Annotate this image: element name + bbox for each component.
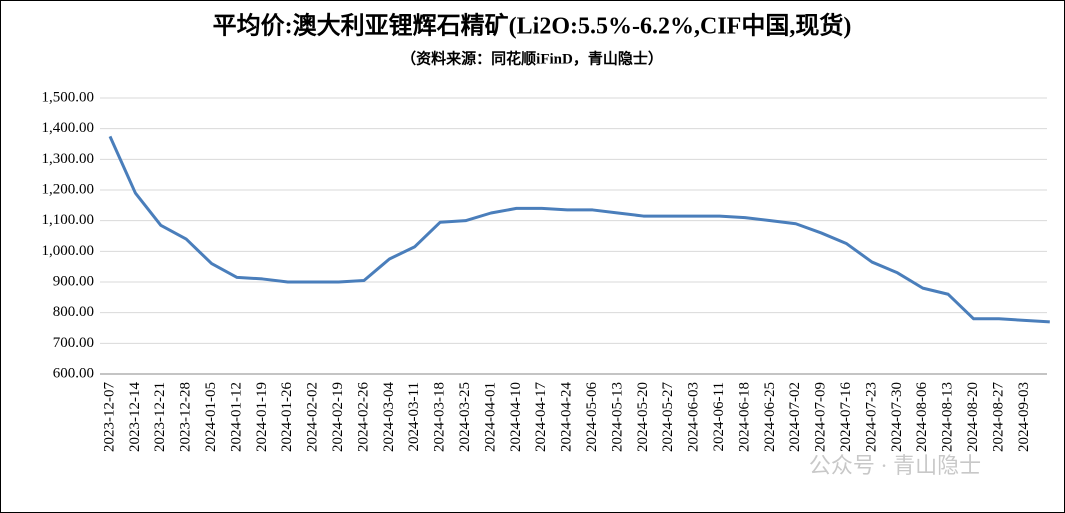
x-tick-label: 2024-01-26 [279,382,295,452]
y-tick-label: 1,100.00 [42,212,95,228]
x-tick-label: 2024-05-13 [609,382,625,452]
line [108,135,1050,324]
x-tick-label: 2024-06-03 [686,382,702,452]
y-tick-label: 600.00 [53,365,94,381]
y-tick-label: 1,400.00 [42,120,95,136]
x-tick-label: 2023-12-28 [178,382,194,452]
x-tick-label: 2024-06-11 [711,382,727,451]
x-tick-label: 2024-02-02 [305,382,321,452]
x-tick-label: 2024-02-26 [355,382,371,452]
x-tick-label: 2024-07-23 [863,382,879,452]
x-tick-label: 2024-03-11 [406,382,422,451]
x-tick-label: 2024-08-13 [940,382,956,452]
y-tick-label: 1,300.00 [42,151,95,167]
x-tick-label: 2024-08-06 [914,382,930,452]
watermark: 公众号 · 青山隐士 [809,453,981,478]
x-tick-label: 2024-08-20 [965,382,981,452]
chart-subtitle: （资料来源：同花顺iFinD，青山隐士） [401,49,663,67]
x-tick-label: 2024-07-30 [889,382,905,452]
chart-title: 平均价:澳大利亚锂辉石精矿(Li2O:5.5%-6.2%,CIF中国,现货) [213,12,852,40]
x-tick-label: 2023-12-21 [152,382,168,452]
x-tick-label: 2024-06-25 [762,382,778,452]
x-tick-label: 2024-03-04 [381,382,397,452]
x-tick-label: 2024-04-17 [533,382,549,452]
y-tick-label: 1,200.00 [42,181,95,197]
x-tick-label: 2024-04-01 [482,382,498,452]
x-tick-label: 2024-03-18 [432,382,448,452]
x-tick-label: 2024-08-27 [990,382,1006,452]
x-tick-label: 2024-05-20 [635,382,651,452]
x-tick-label: 2024-05-06 [584,382,600,452]
x-tick-label: 2024-01-12 [228,382,244,452]
y-tick-label: 700.00 [53,335,94,351]
x-tick-label: 2024-07-02 [787,382,803,452]
y-tick-label: 1,500.00 [42,89,95,105]
x-tick-label: 2024-01-05 [203,382,219,452]
x-tick-label: 2023-12-14 [127,382,143,452]
x-tick-label: 2024-02-19 [330,382,346,452]
x-tick-label: 2024-09-03 [1016,382,1032,452]
y-tick-label: 800.00 [53,304,94,320]
x-tick-label: 2024-03-25 [457,382,473,452]
x-tick-label: 2024-01-19 [254,382,270,452]
x-tick-label: 2024-05-27 [660,382,676,452]
y-tick-label: 900.00 [53,273,94,289]
x-tick-label: 2024-04-24 [559,382,575,452]
y-tick-label: 1,000.00 [42,243,95,259]
x-tick-label: 2023-12-07 [101,382,117,452]
x-tick-label: 2024-07-09 [813,382,829,452]
x-tick-label: 2024-04-10 [508,382,524,452]
x-tick-label: 2024-07-16 [838,382,854,452]
x-tick-label: 2024-06-18 [736,382,752,452]
